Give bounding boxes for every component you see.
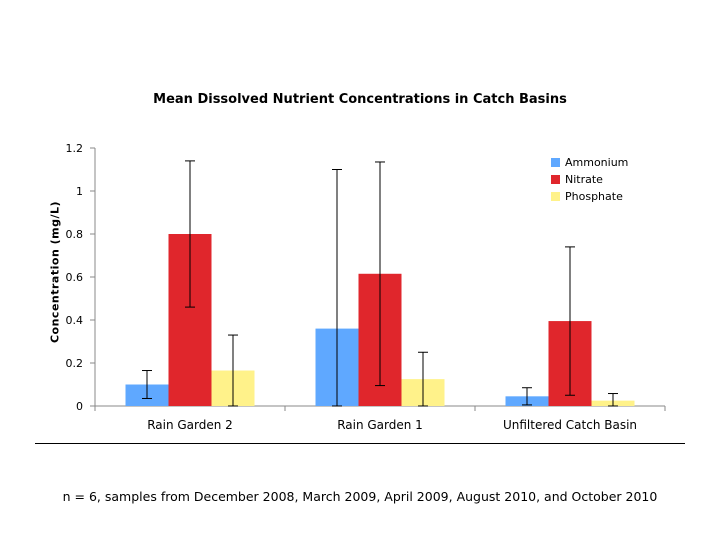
y-tick-label: 0 (76, 400, 83, 413)
x-tick-label: Rain Garden 2 (147, 418, 233, 432)
y-tick-label: 0.4 (66, 314, 84, 327)
y-tick-label: 0.8 (66, 228, 84, 241)
divider-line (35, 443, 685, 444)
x-tick-label: Unfiltered Catch Basin (503, 418, 637, 432)
chart-title: Mean Dissolved Nutrient Concentrations i… (153, 92, 567, 107)
legend-item-phosphate: Phosphate (551, 188, 628, 205)
legend: Ammonium Nitrate Phosphate (551, 154, 628, 205)
y-tick-label: 1 (76, 185, 83, 198)
legend-swatch-phosphate (551, 192, 560, 201)
legend-label-ammonium: Ammonium (565, 156, 629, 169)
legend-swatch-ammonium (551, 158, 560, 167)
legend-label-phosphate: Phosphate (565, 190, 623, 203)
legend-item-ammonium: Ammonium (551, 154, 628, 171)
legend-item-nitrate: Nitrate (551, 171, 628, 188)
legend-swatch-nitrate (551, 175, 560, 184)
legend-label-nitrate: Nitrate (565, 173, 603, 186)
y-axis-label: Concentration (mg/L) (48, 200, 62, 344)
x-tick-label: Rain Garden 1 (337, 418, 423, 432)
y-tick-label: 0.6 (66, 271, 84, 284)
footnote: n = 6, samples from December 2008, March… (62, 489, 658, 504)
y-tick-label: 1.2 (66, 142, 84, 155)
y-tick-label: 0.2 (66, 357, 84, 370)
